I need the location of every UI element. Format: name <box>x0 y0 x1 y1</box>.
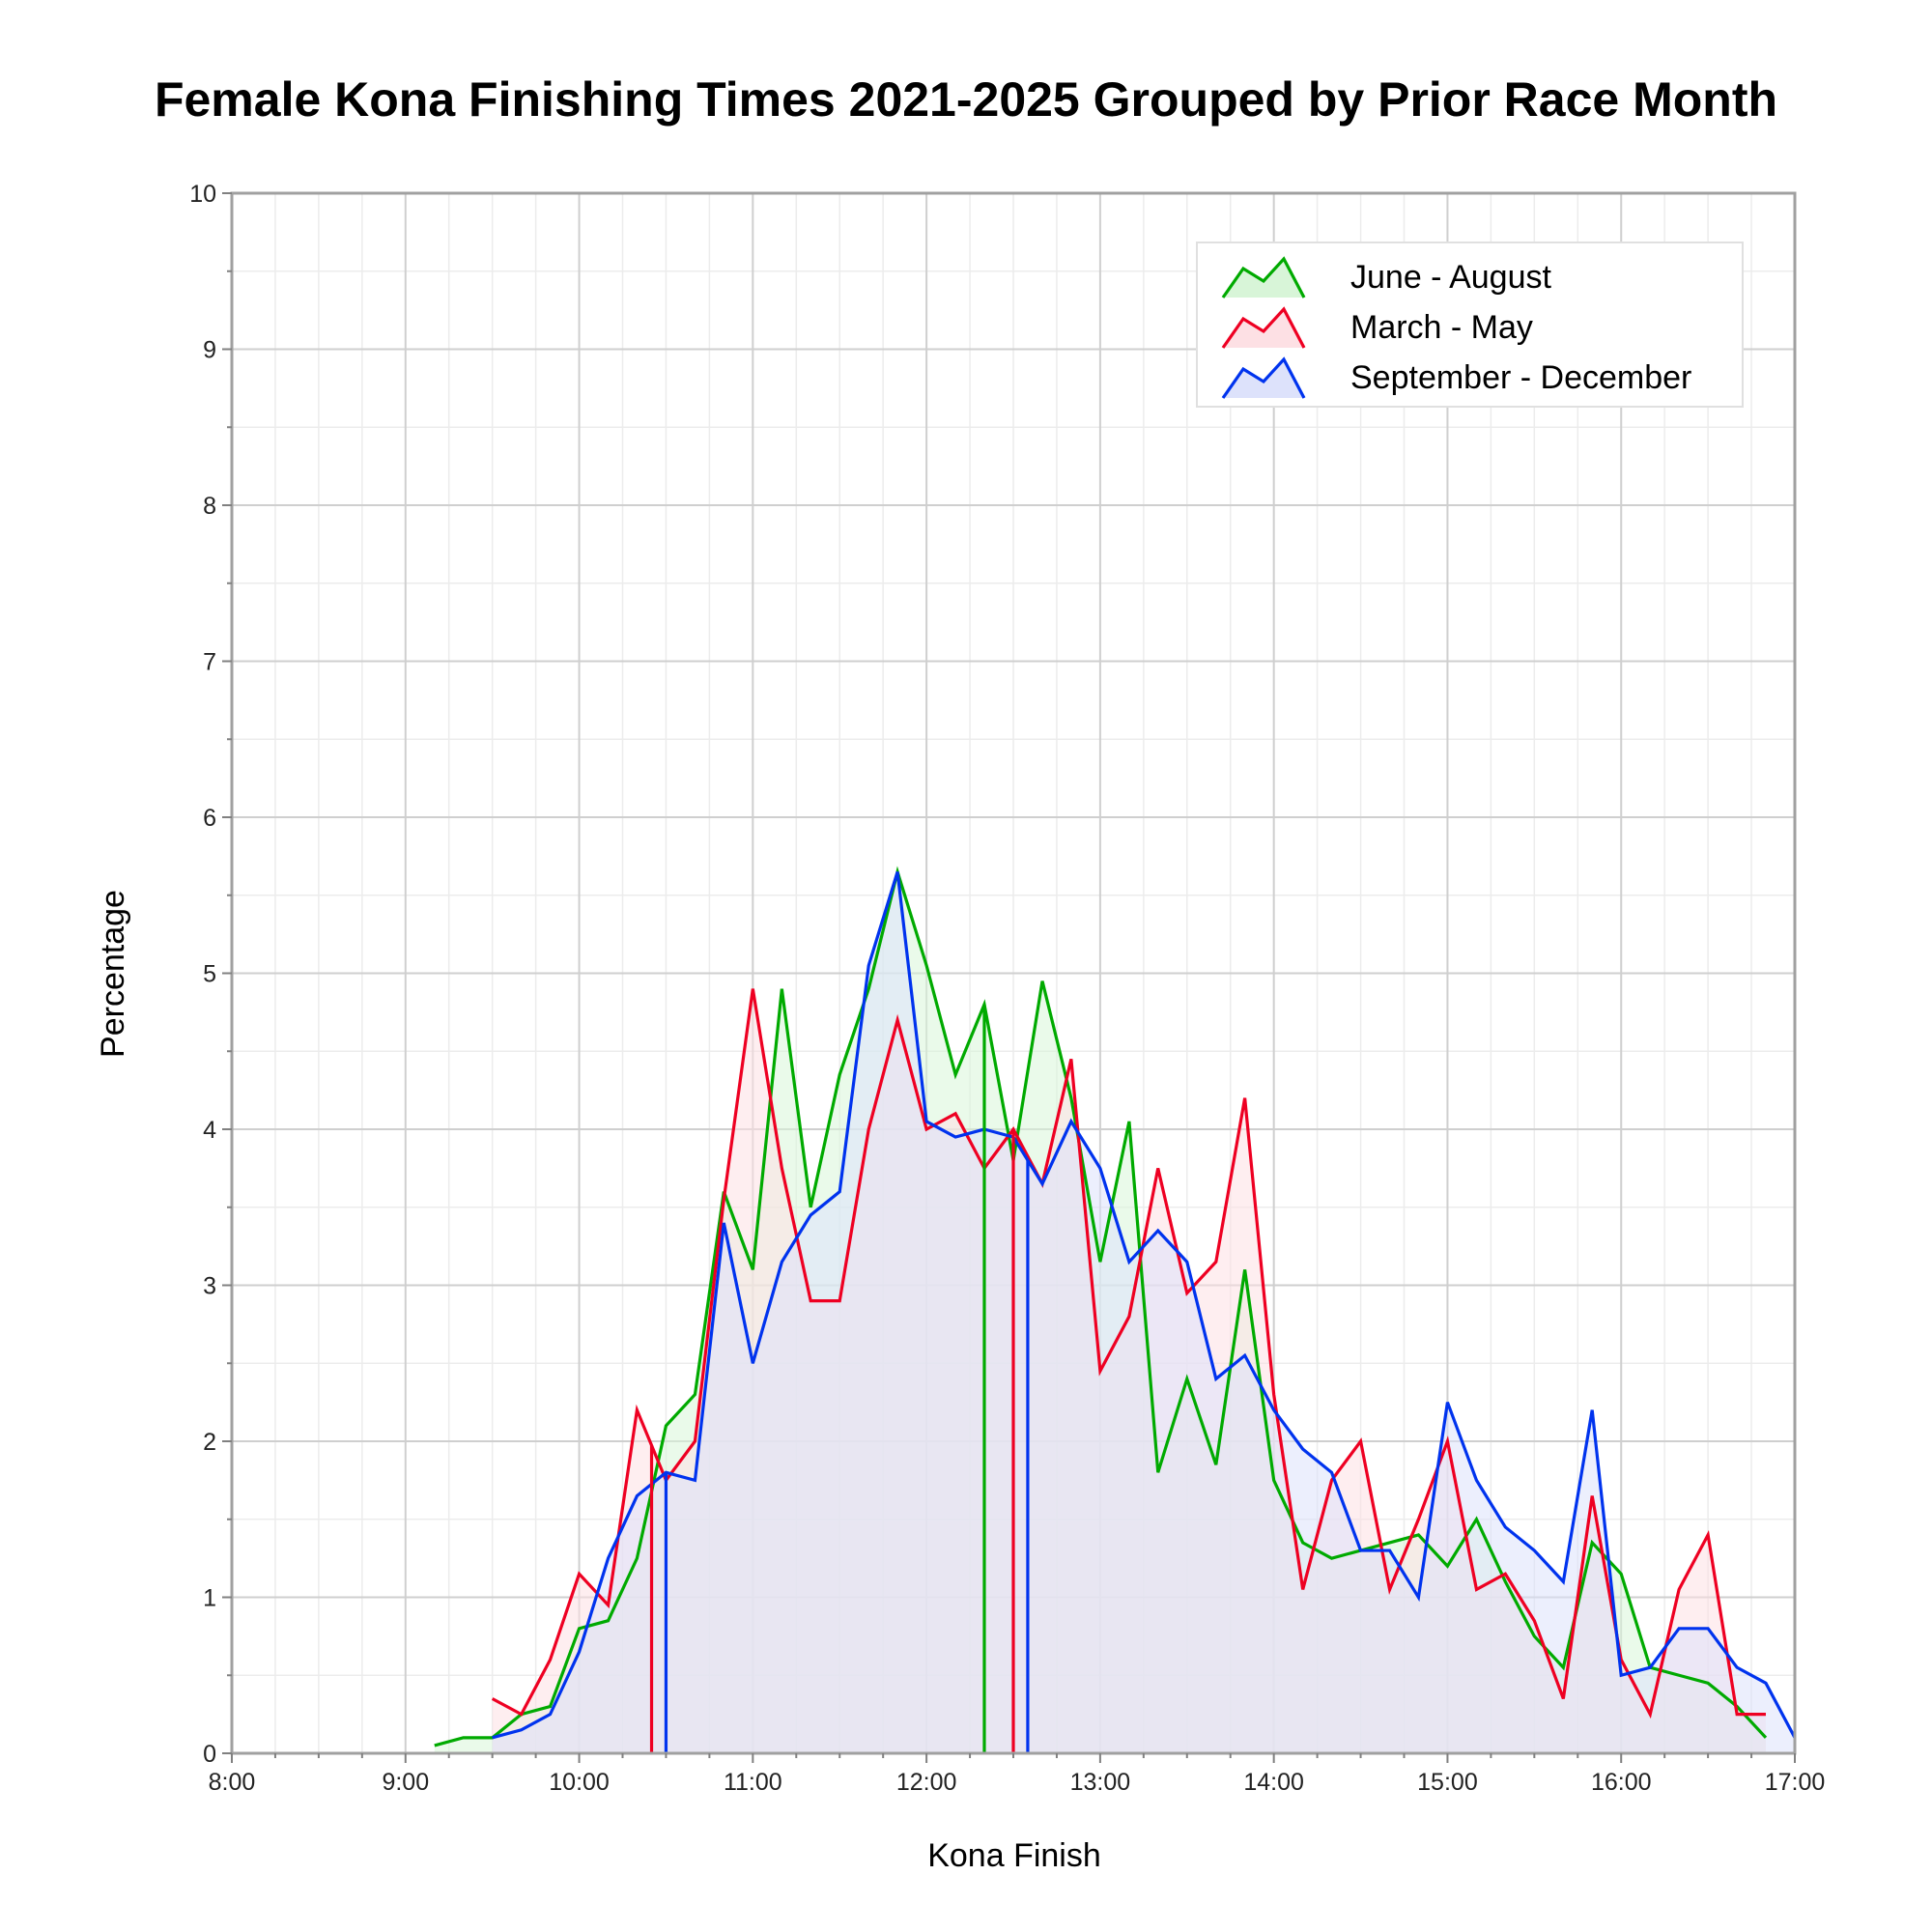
y-tick-label: 1 <box>203 1585 216 1612</box>
y-tick-label: 5 <box>203 961 216 988</box>
x-tick-label: 9:00 <box>382 1769 429 1796</box>
x-tick-label: 14:00 <box>1243 1769 1304 1796</box>
legend: June - August March - May September - Dece… <box>1196 242 1744 408</box>
x-tick-label: 11:00 <box>724 1769 782 1796</box>
y-tick-label: 3 <box>203 1273 216 1300</box>
y-axis-label: Percentage <box>95 890 131 1058</box>
x-tick-label: 16:00 <box>1591 1769 1652 1796</box>
median-lines <box>649 1004 1030 1753</box>
legend-label-march-may: March - May <box>1350 309 1533 346</box>
line-march-may <box>491 988 1766 1719</box>
x-tick-label: 12:00 <box>896 1769 957 1796</box>
y-axis-ticks: 0 1 2 3 4 5 6 7 8 9 10 <box>189 181 232 1768</box>
series-lines <box>434 866 1797 1747</box>
x-axis-label: Kona Finish <box>927 1837 1101 1874</box>
y-tick-label: 4 <box>203 1117 216 1144</box>
x-tick-label: 15:00 <box>1417 1769 1478 1796</box>
legend-label-september-december: September - December <box>1350 359 1691 396</box>
legend-label-june-august: June - August <box>1350 259 1551 296</box>
x-tick-label: 13:00 <box>1070 1769 1131 1796</box>
line-september-december <box>492 871 1797 1740</box>
legend-swatch-march-may <box>1221 306 1306 349</box>
x-axis-ticks: 8:00 9:00 10:00 11:00 12:00 13:00 14:00 15:00 16… <box>209 1753 1826 1796</box>
y-tick-label: 10 <box>189 181 216 208</box>
y-tick-label: 7 <box>203 649 216 676</box>
legend-swatch-june-august <box>1221 256 1306 298</box>
x-tick-label: 10:00 <box>549 1769 610 1796</box>
y-tick-label: 9 <box>203 337 216 364</box>
chart-title: Female Kona Finishing Times 2021-2025 Gr… <box>155 72 1777 127</box>
y-tick-label: 8 <box>203 493 216 520</box>
y-tick-label: 2 <box>203 1429 216 1456</box>
legend-swatch-september-december <box>1221 356 1306 399</box>
x-tick-label: 17:00 <box>1765 1769 1826 1796</box>
y-tick-label: 6 <box>203 805 216 832</box>
x-tick-label: 8:00 <box>209 1769 256 1796</box>
y-tick-label: 0 <box>203 1741 216 1768</box>
